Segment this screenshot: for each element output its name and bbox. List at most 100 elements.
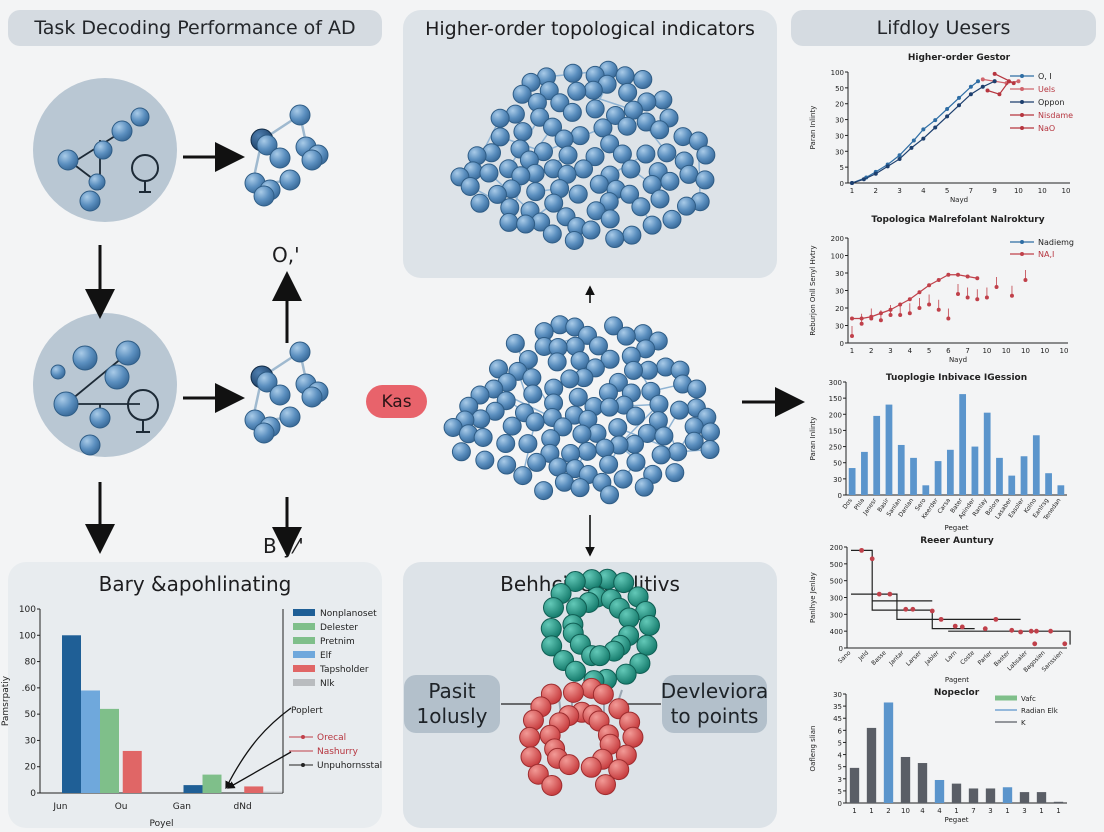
bond xyxy=(609,403,660,408)
legend-label: Delester xyxy=(320,623,358,633)
x-tick-label: Gan xyxy=(173,802,191,812)
y-tick-label: 5 xyxy=(838,739,842,747)
step-line xyxy=(851,593,1021,620)
atom xyxy=(568,387,588,407)
y-tick-label: .60 xyxy=(22,684,37,694)
x-tick-label: Jantar xyxy=(887,649,906,668)
atom xyxy=(534,481,554,501)
bar xyxy=(946,449,954,495)
legend-label: NA,I xyxy=(1038,250,1054,259)
atom xyxy=(634,477,654,497)
data-point xyxy=(898,313,903,317)
data-point xyxy=(921,136,926,141)
data-point xyxy=(1011,81,1016,86)
data-point xyxy=(1048,628,1054,634)
bar xyxy=(122,750,142,793)
data-point xyxy=(985,88,990,93)
atom xyxy=(600,349,620,369)
series-line xyxy=(852,274,978,320)
atom xyxy=(301,149,323,171)
bar xyxy=(848,468,856,495)
x-tick-label: 4 xyxy=(908,347,913,355)
data-point xyxy=(897,153,902,158)
atom xyxy=(651,445,671,465)
x-axis-label: Nayd xyxy=(950,196,968,204)
atom xyxy=(641,381,661,401)
x-tick-label: Larn xyxy=(944,649,958,663)
bar xyxy=(934,779,945,803)
atom xyxy=(592,472,612,492)
data-point xyxy=(885,164,890,169)
bond xyxy=(251,415,291,425)
atom xyxy=(621,346,641,366)
atom xyxy=(648,411,668,431)
y-tick-label: 30 xyxy=(835,323,844,331)
chart-title: Tuoplogie Inbivace IGession xyxy=(886,373,1027,383)
atom xyxy=(485,401,505,421)
x-axis-label: Pagent xyxy=(945,676,969,684)
atom xyxy=(497,372,517,392)
y-tick-label: 20 xyxy=(25,763,37,773)
y-axis-label: Paran Inlinty xyxy=(809,106,817,150)
legend-label: Tapsholder xyxy=(319,665,369,675)
y-tick-label: 30 xyxy=(835,117,844,125)
atom xyxy=(471,409,491,429)
data-point xyxy=(956,292,960,296)
atom xyxy=(621,383,641,403)
legend-label: Nonplanoset xyxy=(320,609,377,619)
atom xyxy=(643,464,663,484)
atom xyxy=(301,386,323,408)
bar xyxy=(934,461,942,495)
atom xyxy=(259,416,281,438)
left-tag: Pasit 1olusly xyxy=(404,675,500,733)
legend-label: Pretnim xyxy=(320,637,355,647)
step-chart: Reeer Auntury 0 400 300 300 500 500 200 Panlhye … xyxy=(809,536,1071,684)
bar xyxy=(951,783,962,803)
data-point xyxy=(1028,628,1034,634)
bond xyxy=(250,376,264,424)
y-tick-label: 0 xyxy=(839,645,843,653)
atom xyxy=(684,431,704,451)
bar xyxy=(917,763,928,803)
atom xyxy=(473,427,493,447)
data-point xyxy=(994,285,999,289)
atom xyxy=(684,417,704,437)
atom xyxy=(513,466,533,486)
x-tick-label: 9 xyxy=(992,187,996,195)
data-point xyxy=(921,127,926,132)
series-line xyxy=(851,80,995,184)
x-tick-label: 10 xyxy=(1060,347,1069,355)
data-point xyxy=(869,316,874,321)
bond xyxy=(557,466,576,470)
y-axis-label: Paran Inlinty xyxy=(809,417,817,461)
atom xyxy=(484,379,504,399)
chart-title: Reeer Auntury xyxy=(920,536,994,546)
y-axis-label: Pamsrpatiy xyxy=(1,675,11,726)
x-tick-label: 1 xyxy=(1056,807,1060,815)
x-tick-label: 10 xyxy=(901,807,910,815)
data-point xyxy=(1023,278,1028,282)
y-tick-label: 300 xyxy=(830,595,843,603)
data-point xyxy=(887,591,893,597)
atom xyxy=(626,452,646,472)
bar xyxy=(883,702,894,803)
data-point xyxy=(933,125,938,130)
atom xyxy=(656,357,676,377)
atom xyxy=(518,434,538,454)
x-tick-label: Larser xyxy=(905,649,924,668)
bar xyxy=(202,774,222,793)
y-tick-label: 20 xyxy=(835,305,844,313)
atom xyxy=(496,391,516,411)
y-tick-label: 100 xyxy=(19,631,36,641)
bar-chart-topological: Tuoplogie Inbivace IGession 0 30 50 250 150 20… xyxy=(809,373,1067,532)
x-tick-label: 1 xyxy=(850,347,854,355)
bond xyxy=(479,370,519,396)
topological-indicators-panel: Higher-order topological indicators xyxy=(403,10,777,278)
y-axis-label: Panlhye Jenlay xyxy=(809,572,817,623)
data-point xyxy=(927,302,932,307)
data-point xyxy=(911,138,916,143)
atom xyxy=(570,478,590,498)
atom xyxy=(548,457,568,477)
atom xyxy=(443,417,463,437)
legend-label: Unpuhornsstal xyxy=(317,761,382,771)
